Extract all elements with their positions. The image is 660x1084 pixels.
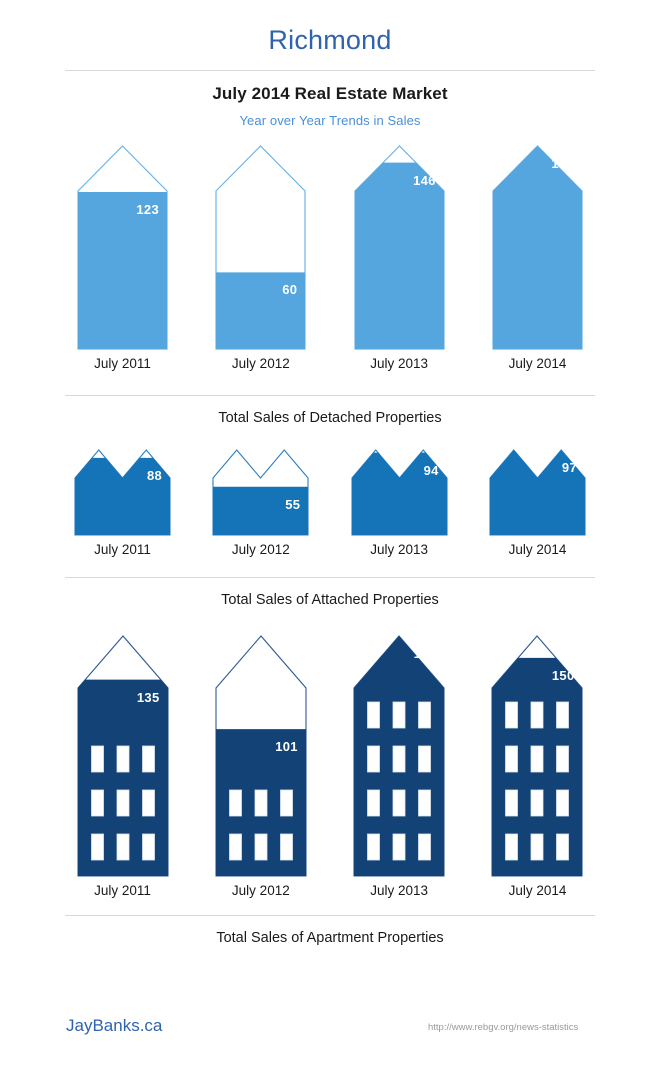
section-detached: 123 July 2011 60 July 2012 146 July 2013 159 Ju… bbox=[0, 145, 660, 426]
section-caption-attached: Total Sales of Attached Properties bbox=[221, 592, 439, 608]
detached-figure: 60 bbox=[198, 145, 323, 350]
bar-year-label: July 2011 bbox=[94, 542, 151, 557]
attached-figure: 88 bbox=[60, 449, 185, 536]
bar-year-label: July 2011 bbox=[94, 356, 151, 371]
section-divider-apartment: Total Sales of Apartment Properties bbox=[65, 915, 595, 946]
bar-year-label: July 2013 bbox=[370, 883, 429, 898]
chart-cell: 165 July 2013 bbox=[337, 635, 462, 898]
chart-row-detached: 123 July 2011 60 July 2012 146 July 2013 159 Ju… bbox=[0, 145, 660, 371]
chart-cell: 150 July 2014 bbox=[475, 635, 600, 898]
bar-year-label: July 2012 bbox=[231, 883, 290, 898]
chart-cell: 135 July 2011 bbox=[60, 635, 185, 898]
header-tagline: Year over Year Trends in Sales bbox=[239, 113, 421, 128]
detached-house-icon bbox=[77, 145, 168, 350]
footer-source-url[interactable]: http://www.rebgv.org/news-statistics bbox=[428, 1022, 579, 1033]
attached-house-icon bbox=[74, 449, 171, 536]
chart-cell: 60 July 2012 bbox=[198, 145, 323, 371]
apartment-figure: 150 bbox=[475, 635, 600, 877]
apartment-house-icon bbox=[76, 635, 169, 877]
chart-cell: 123 July 2011 bbox=[60, 145, 185, 371]
section-divider-detached: Total Sales of Detached Properties bbox=[65, 395, 595, 426]
chart-row-apartment: 135 July 2011 101 July 2012 165 July 2013 150 J… bbox=[0, 635, 660, 898]
apartment-figure: 135 bbox=[60, 635, 185, 877]
bar-year-label: July 2011 bbox=[94, 883, 151, 898]
bar-year-label: July 2013 bbox=[370, 356, 429, 371]
detached-figure: 146 bbox=[337, 145, 462, 350]
attached-figure: 55 bbox=[198, 449, 323, 536]
apartment-figure: 101 bbox=[198, 635, 323, 877]
attached-house-icon bbox=[212, 449, 309, 536]
chart-cell: 97 July 2014 bbox=[475, 449, 600, 557]
detached-house-icon bbox=[215, 145, 306, 350]
section-attached: 88 July 2011 55 July 2012 94 July 2013 97 July … bbox=[0, 449, 660, 608]
attached-figure: 94 bbox=[337, 449, 462, 536]
chart-cell: 159 July 2014 bbox=[475, 145, 600, 371]
apartment-figure: 165 bbox=[337, 635, 462, 877]
footer-brand-link[interactable]: JayBanks.ca bbox=[66, 1016, 163, 1035]
attached-figure: 97 bbox=[475, 449, 600, 536]
chart-cell: 101 July 2012 bbox=[198, 635, 323, 898]
chart-row-attached: 88 July 2011 55 July 2012 94 July 2013 97 July … bbox=[0, 449, 660, 557]
header-subtitle: July 2014 Real Estate Market bbox=[212, 84, 448, 103]
bar-year-label: July 2014 bbox=[508, 542, 567, 557]
footer: JayBanks.ca http://www.rebgv.org/news-st… bbox=[0, 990, 660, 1084]
apartment-house-icon bbox=[215, 635, 307, 877]
attached-house-icon bbox=[489, 449, 586, 536]
bar-year-label: July 2013 bbox=[370, 542, 429, 557]
chart-cell: 55 July 2012 bbox=[198, 449, 323, 557]
section-divider-attached: Total Sales of Attached Properties bbox=[65, 577, 595, 608]
chart-cell: 88 July 2011 bbox=[60, 449, 185, 557]
chart-cell: 146 July 2013 bbox=[337, 145, 462, 371]
detached-figure: 123 bbox=[60, 145, 185, 350]
apartment-house-icon bbox=[353, 635, 445, 877]
chart-cell: 94 July 2013 bbox=[337, 449, 462, 557]
detached-house-icon bbox=[492, 145, 583, 350]
apartment-house-icon bbox=[491, 635, 584, 877]
section-caption-apartment: Total Sales of Apartment Properties bbox=[216, 930, 444, 946]
bar-year-label: July 2014 bbox=[508, 356, 567, 371]
header-divider bbox=[65, 70, 595, 71]
detached-house-icon bbox=[354, 145, 445, 350]
header: Richmond July 2014 Real Estate Market Ye… bbox=[0, 0, 660, 128]
page-title: Richmond bbox=[268, 25, 392, 55]
bar-year-label: July 2012 bbox=[231, 542, 290, 557]
detached-figure: 159 bbox=[475, 145, 600, 350]
section-caption-detached: Total Sales of Detached Properties bbox=[218, 410, 442, 426]
bar-year-label: July 2012 bbox=[231, 356, 290, 371]
bar-year-label: July 2014 bbox=[508, 883, 567, 898]
section-apartment: 135 July 2011 101 July 2012 165 July 2013 150 J… bbox=[0, 635, 660, 946]
attached-house-icon bbox=[351, 449, 448, 536]
